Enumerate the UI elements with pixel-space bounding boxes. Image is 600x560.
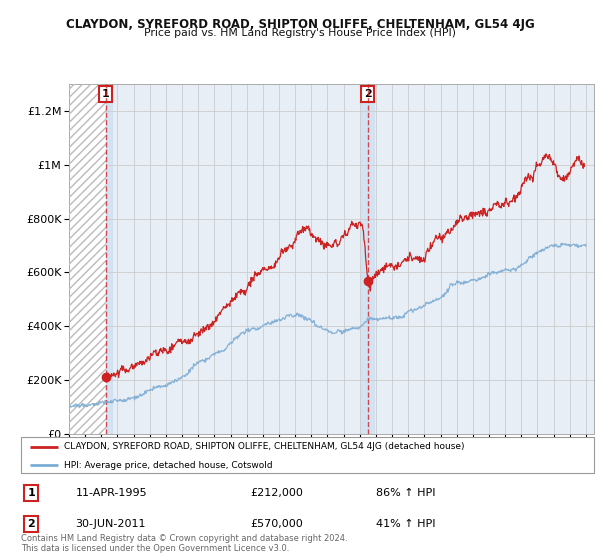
Bar bbox=[69, 84, 106, 434]
Text: 11-APR-1995: 11-APR-1995 bbox=[76, 488, 147, 498]
Text: 30-JUN-2011: 30-JUN-2011 bbox=[76, 519, 146, 529]
FancyBboxPatch shape bbox=[21, 437, 594, 473]
Text: 41% ↑ HPI: 41% ↑ HPI bbox=[376, 519, 436, 529]
Text: £570,000: £570,000 bbox=[250, 519, 303, 529]
Text: 86% ↑ HPI: 86% ↑ HPI bbox=[376, 488, 436, 498]
Text: 2: 2 bbox=[364, 89, 372, 99]
Text: Contains HM Land Registry data © Crown copyright and database right 2024.
This d: Contains HM Land Registry data © Crown c… bbox=[21, 534, 347, 553]
Text: 1: 1 bbox=[28, 488, 35, 498]
Text: 2: 2 bbox=[28, 519, 35, 529]
Text: Price paid vs. HM Land Registry's House Price Index (HPI): Price paid vs. HM Land Registry's House … bbox=[144, 28, 456, 38]
Text: 1: 1 bbox=[102, 89, 110, 99]
Text: CLAYDON, SYREFORD ROAD, SHIPTON OLIFFE, CHELTENHAM, GL54 4JG: CLAYDON, SYREFORD ROAD, SHIPTON OLIFFE, … bbox=[65, 18, 535, 31]
Text: CLAYDON, SYREFORD ROAD, SHIPTON OLIFFE, CHELTENHAM, GL54 4JG (detached house): CLAYDON, SYREFORD ROAD, SHIPTON OLIFFE, … bbox=[64, 442, 464, 451]
Text: HPI: Average price, detached house, Cotswold: HPI: Average price, detached house, Cots… bbox=[64, 461, 272, 470]
Bar bbox=[100, 84, 112, 434]
Bar bbox=[69, 84, 106, 434]
Bar bbox=[361, 84, 374, 434]
Text: £212,000: £212,000 bbox=[250, 488, 303, 498]
